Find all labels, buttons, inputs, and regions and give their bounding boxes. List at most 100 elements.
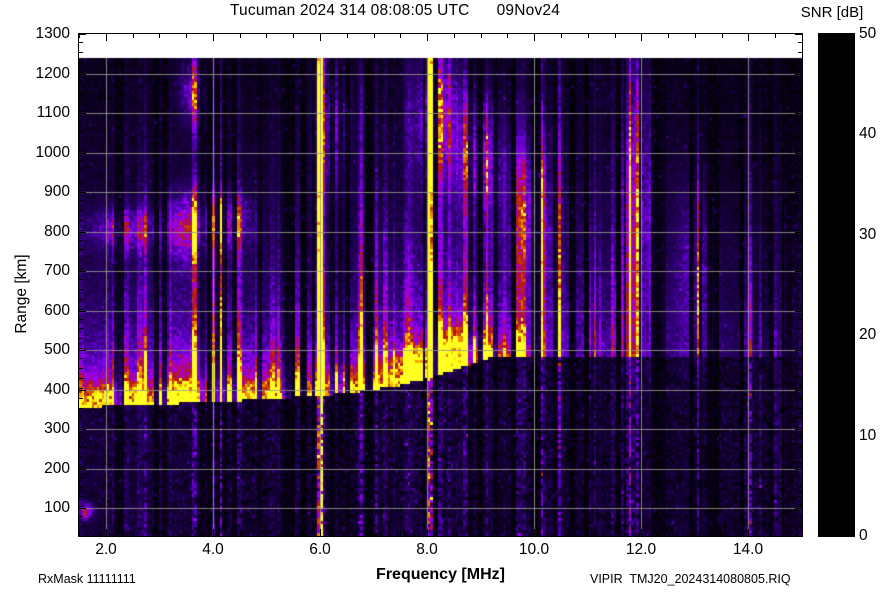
y-tick-major-right <box>795 232 803 233</box>
y-tick-minor <box>78 398 83 399</box>
colorbar-gradient <box>819 34 854 536</box>
x-tick-minor <box>79 33 80 38</box>
y-tick-minor <box>78 279 83 280</box>
page-title: Tucuman 2024 314 08:08:05 UTC 09Nov24 <box>229 2 561 19</box>
y-tick-minor <box>78 496 83 497</box>
x-tick-label: 8.0 <box>416 541 438 558</box>
colorbar-tick <box>848 235 855 236</box>
x-tick-major <box>320 33 321 41</box>
y-tick-minor-right <box>798 210 803 211</box>
y-tick-minor-right <box>798 388 803 389</box>
rxmask-label: RxMask 11111111 <box>38 572 136 586</box>
y-tick-minor-right <box>798 200 803 201</box>
colorbar-tick-label: 50 <box>859 25 877 42</box>
y-tick-minor <box>78 230 83 231</box>
y-tick-minor-right <box>798 240 803 241</box>
colorbar-tick <box>848 335 855 336</box>
colorbar-tick-label: 20 <box>859 326 877 343</box>
y-tick-minor <box>78 447 83 448</box>
x-tick-minor <box>481 33 482 38</box>
y-tick-minor <box>78 240 83 241</box>
y-tick-label: 1100 <box>36 104 70 121</box>
y-tick-major-right <box>795 350 803 351</box>
y-tick-minor-right <box>798 249 803 250</box>
y-tick-minor-right <box>798 506 803 507</box>
x-tick-minor-bottom <box>186 532 187 537</box>
y-tick-minor-right <box>798 319 803 320</box>
x-tick-minor <box>293 33 294 38</box>
colorbar-tick-label: 30 <box>859 226 877 243</box>
y-tick-minor <box>78 131 83 132</box>
colorbar-tick <box>818 436 825 437</box>
x-tick-minor-bottom <box>802 532 803 537</box>
source-file-label: VIPIR TMJ20_2024314080805.RIQ <box>590 572 791 586</box>
x-tick-minor-bottom <box>159 532 160 537</box>
y-tick-minor <box>78 368 83 369</box>
y-tick-minor <box>78 81 83 82</box>
y-tick-minor-right <box>798 220 803 221</box>
y-tick-minor-right <box>798 487 803 488</box>
x-tick-minor-bottom <box>79 532 80 537</box>
y-tick-label: 700 <box>44 262 70 279</box>
y-tick-major-right <box>795 311 803 312</box>
x-axis-title: Frequency [MHz] <box>376 566 505 583</box>
y-tick-label: 1200 <box>35 65 70 82</box>
colorbar-title: SNR [dB] <box>800 4 864 21</box>
y-axis-title: Range [km] <box>13 254 30 334</box>
y-tick-minor-right <box>798 358 803 359</box>
y-tick-label: 600 <box>44 302 70 319</box>
y-tick-minor <box>78 52 83 53</box>
y-tick-minor-right <box>798 101 803 102</box>
x-tick-minor <box>374 33 375 38</box>
x-tick-label: 4.0 <box>202 541 224 558</box>
x-tick-minor-bottom <box>454 532 455 537</box>
x-tick-minor <box>695 33 696 38</box>
y-tick-minor <box>78 289 83 290</box>
y-tick-major <box>78 469 86 470</box>
x-tick-major <box>427 33 428 41</box>
y-tick-minor-right <box>798 81 803 82</box>
y-tick-minor-right <box>798 477 803 478</box>
y-tick-minor <box>78 200 83 201</box>
x-tick-minor-bottom <box>722 532 723 537</box>
y-tick-label: 1300 <box>35 25 70 42</box>
x-tick-major-bottom <box>534 529 535 537</box>
y-tick-minor <box>78 427 83 428</box>
y-tick-minor <box>78 467 83 468</box>
y-tick-minor-right <box>798 368 803 369</box>
y-tick-minor <box>78 358 83 359</box>
y-tick-major-right <box>795 74 803 75</box>
y-tick-minor <box>78 249 83 250</box>
y-tick-minor <box>78 378 83 379</box>
x-tick-major-bottom <box>106 529 107 537</box>
x-tick-minor <box>561 33 562 38</box>
y-tick-minor-right <box>798 328 803 329</box>
x-tick-major <box>748 33 749 41</box>
y-tick-minor-right <box>798 42 803 43</box>
y-tick-minor <box>78 72 83 73</box>
y-tick-major-right <box>795 429 803 430</box>
y-tick-major <box>78 192 86 193</box>
y-tick-label: 400 <box>44 381 70 398</box>
ionogram-heatmap-canvas <box>79 34 802 536</box>
x-tick-major <box>534 33 535 41</box>
x-tick-label: 12.0 <box>625 541 657 558</box>
y-tick-minor-right <box>798 516 803 517</box>
y-tick-minor <box>78 220 83 221</box>
x-tick-major <box>641 33 642 41</box>
y-tick-minor-right <box>798 279 803 280</box>
y-tick-minor <box>78 487 83 488</box>
x-tick-minor <box>722 33 723 38</box>
x-tick-minor <box>775 33 776 38</box>
y-tick-label: 100 <box>44 499 70 516</box>
colorbar-tick <box>848 134 855 135</box>
y-tick-label: 1000 <box>35 144 70 161</box>
y-tick-minor-right <box>798 467 803 468</box>
y-tick-minor <box>78 259 83 260</box>
x-tick-label: 6.0 <box>309 541 331 558</box>
y-tick-minor <box>78 457 83 458</box>
y-tick-major <box>78 113 86 114</box>
y-tick-major <box>78 508 86 509</box>
x-tick-minor <box>588 33 589 38</box>
y-tick-minor-right <box>798 111 803 112</box>
